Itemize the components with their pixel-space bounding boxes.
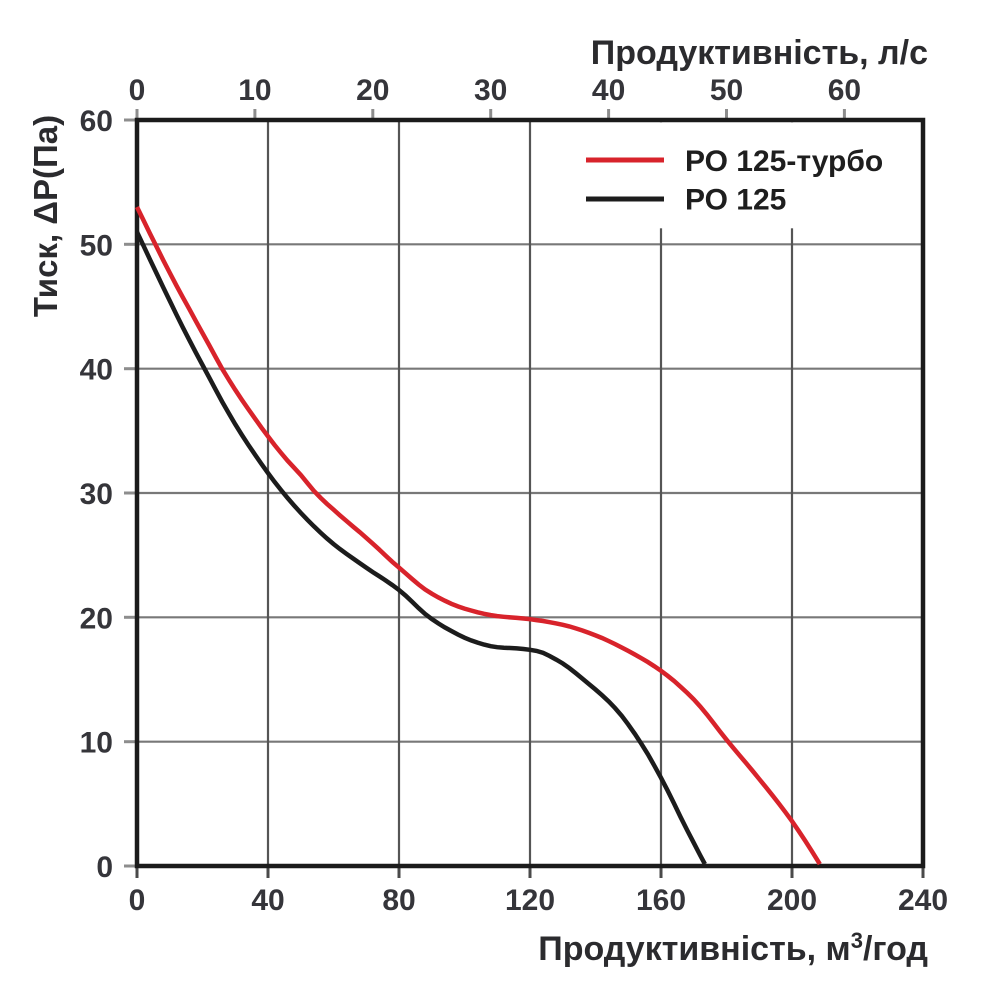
svg-text:РО 125-турбо: РО 125-турбо [685, 145, 883, 178]
svg-text:Продуктивність, м3/год: Продуктивність, м3/год [538, 928, 928, 968]
svg-text:60: 60 [80, 105, 113, 138]
svg-text:160: 160 [636, 884, 686, 917]
svg-text:240: 240 [898, 884, 948, 917]
svg-text:30: 30 [80, 478, 113, 511]
svg-text:40: 40 [592, 74, 625, 107]
svg-text:200: 200 [767, 884, 817, 917]
svg-text:Тиск, ΔР(Па): Тиск, ΔР(Па) [27, 115, 64, 317]
svg-text:0: 0 [129, 884, 146, 917]
svg-text:РО 125: РО 125 [685, 184, 786, 217]
svg-text:40: 40 [251, 884, 284, 917]
svg-text:120: 120 [505, 884, 555, 917]
svg-text:50: 50 [710, 74, 743, 107]
svg-text:40: 40 [80, 354, 113, 387]
svg-text:20: 20 [80, 602, 113, 635]
svg-text:80: 80 [382, 884, 415, 917]
svg-text:20: 20 [356, 74, 389, 107]
svg-text:10: 10 [80, 727, 113, 760]
svg-text:0: 0 [96, 851, 113, 884]
svg-text:Продуктивність, л/с: Продуктивність, л/с [591, 34, 928, 72]
svg-text:30: 30 [474, 74, 507, 107]
svg-text:60: 60 [828, 74, 861, 107]
svg-text:0: 0 [129, 74, 146, 107]
svg-text:10: 10 [238, 74, 271, 107]
svg-text:50: 50 [80, 229, 113, 262]
